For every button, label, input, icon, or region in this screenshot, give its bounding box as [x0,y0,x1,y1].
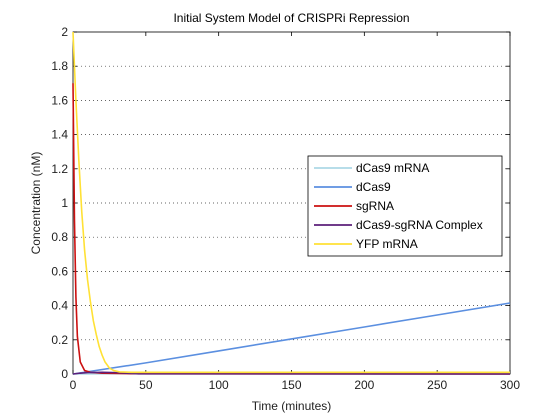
x-tick-label: 150 [281,378,301,392]
legend-label: YFP mRNA [356,237,418,251]
x-axis-label: Time (minutes) [252,399,332,413]
series-line-dcas9-sgrna-complex [72,371,511,375]
legend-label: dCas9-sgRNA Complex [356,218,483,232]
x-tick-label: 300 [500,378,520,392]
chart-title: Initial System Model of CRISPRi Repressi… [173,11,409,25]
y-tick-label: 0 [61,367,68,381]
series-lines [72,31,511,375]
series-line-yfp-mrna [72,31,510,374]
x-tick-label: 100 [209,378,229,392]
y-tick-label: 0.2 [51,333,68,347]
legend-label: dCas9 [356,180,391,194]
y-tick-label: 1.6 [51,93,68,107]
y-tick-label: 1.2 [51,162,68,176]
x-tick-label: 0 [70,378,77,392]
x-tick-label: 50 [139,378,153,392]
y-tick-label: 1.4 [51,128,68,142]
legend: dCas9 mRNA dCas9 sgRNA dCas9-sgRNA Complex Y… [307,155,503,257]
y-tick-label: 0.8 [51,230,68,244]
y-tick-label: 1 [61,196,68,210]
x-tick-label: 200 [354,378,374,392]
series-line-dcas9 [72,302,511,375]
y-axis-label: Concentration (nM) [29,152,43,255]
x-tick-label: 250 [427,378,447,392]
y-tick-label: 2 [61,25,68,39]
y-tick-label: 0.6 [51,264,68,278]
y-tick-label: 0.4 [51,299,68,313]
legend-label: sgRNA [356,199,394,213]
legend-label: dCas9 mRNA [356,161,429,175]
y-tick-label: 1.8 [51,59,68,73]
axis-ticks: 0 0.2 0.4 0.6 0.8 1 1.2 1.4 1.6 1.8 2 0 50 100 150 200 2… [51,25,520,392]
